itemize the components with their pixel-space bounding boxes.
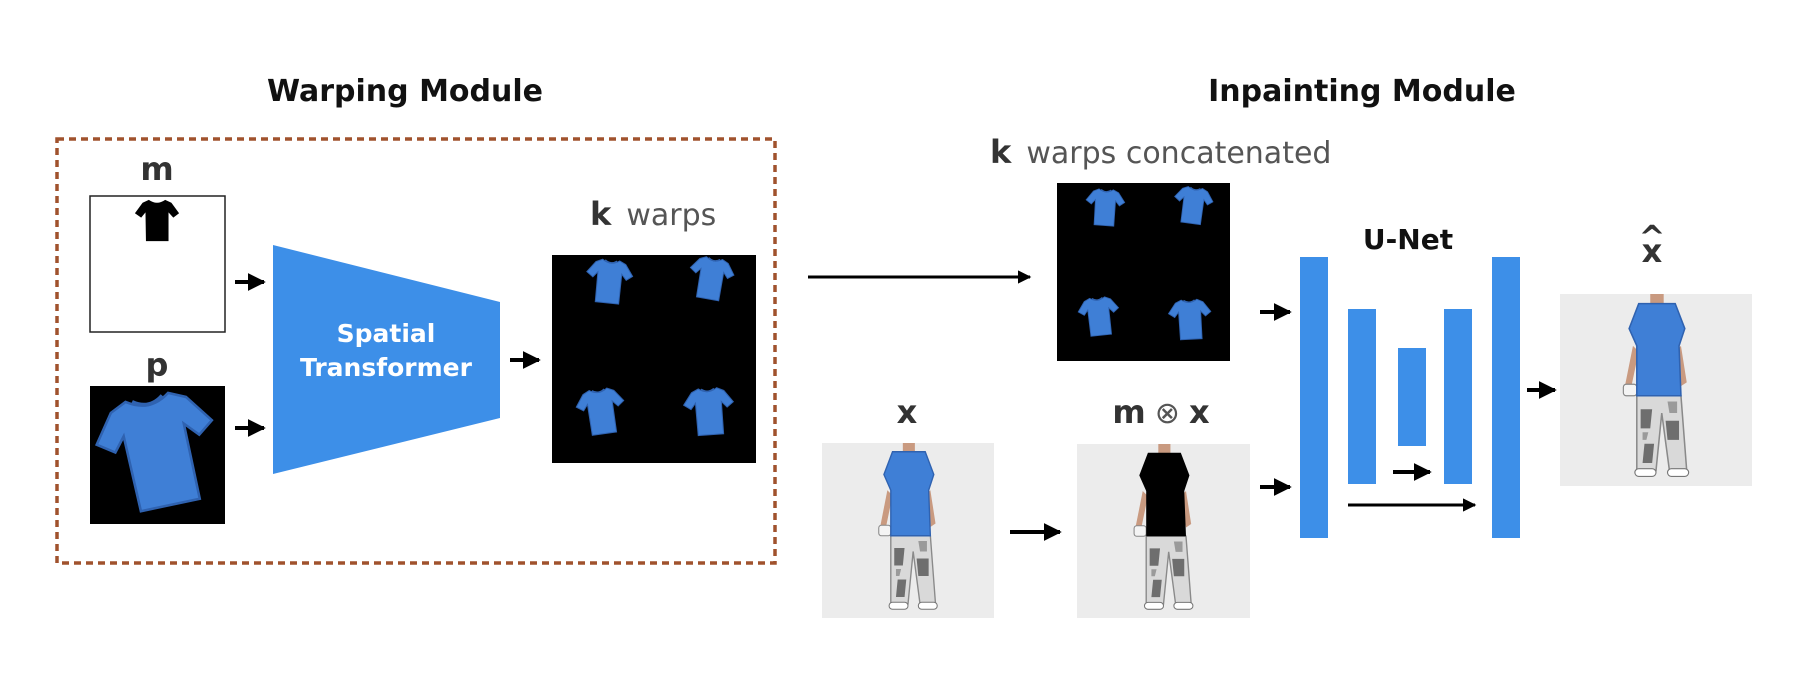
unet-bottleneck bbox=[1398, 348, 1426, 446]
warping-module-border bbox=[55, 137, 777, 565]
m-label: m bbox=[140, 150, 173, 188]
warping-module-title: Warping Module bbox=[267, 74, 543, 109]
unet-block bbox=[1300, 257, 1520, 538]
x-label: x bbox=[897, 393, 918, 431]
mask-image bbox=[89, 195, 226, 333]
warps-grid bbox=[552, 253, 756, 463]
person-image bbox=[822, 443, 994, 618]
k-concat-label: k warps concatenated bbox=[990, 133, 1331, 171]
unet-decoder-2 bbox=[1444, 309, 1472, 484]
unet-encoder-1 bbox=[1300, 257, 1328, 538]
unet-encoder-2 bbox=[1348, 309, 1376, 484]
k-warps-label: k warps bbox=[590, 195, 716, 233]
spatial-transformer-line2: Transformer bbox=[300, 353, 473, 382]
spatial-transformer-line1: Spatial bbox=[337, 319, 436, 348]
spatial-transformer-block: Spatial Transformer bbox=[273, 245, 500, 474]
output-image bbox=[1560, 294, 1752, 486]
masked-label: m ⊗ x bbox=[1112, 393, 1210, 431]
masked-person-image bbox=[1077, 444, 1250, 618]
unet-title: U-Net bbox=[1363, 223, 1453, 256]
concatenated-warps-grid bbox=[1057, 183, 1230, 361]
output-hat: ^ bbox=[1639, 218, 1666, 256]
unet-decoder-1 bbox=[1492, 257, 1520, 538]
output-label: x bbox=[1642, 232, 1663, 270]
inpainting-module-title: Inpainting Module bbox=[1208, 74, 1516, 109]
product-image bbox=[89, 385, 227, 524]
p-label: p bbox=[146, 346, 169, 384]
